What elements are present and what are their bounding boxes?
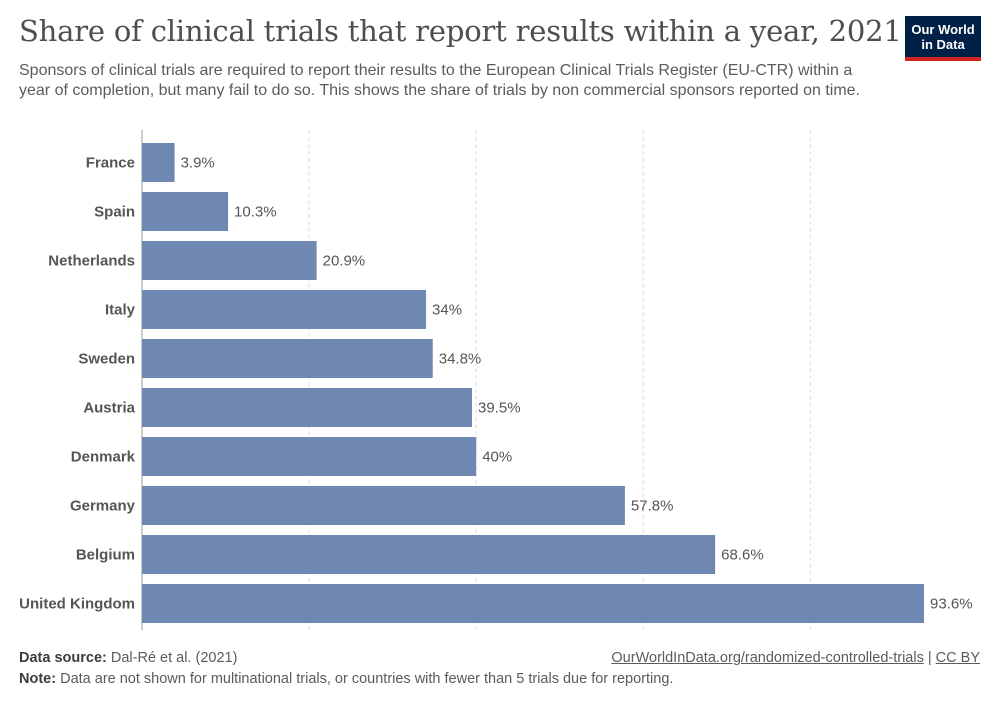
logo-line-1: Our World	[911, 22, 975, 37]
bars	[142, 143, 924, 623]
value-label: 34%	[432, 302, 462, 319]
source-link[interactable]: OurWorldInData.org/randomized-controlled…	[611, 650, 924, 666]
category-label: United Kingdom	[19, 596, 135, 613]
bar[interactable]	[142, 192, 229, 231]
value-label: 20.9%	[323, 253, 366, 270]
note-label: Note:	[19, 671, 57, 687]
bar[interactable]	[142, 388, 473, 427]
value-label: 68.6%	[721, 547, 764, 564]
category-label: Italy	[105, 302, 136, 319]
chart-note: Note: Data are not shown for multination…	[19, 671, 673, 687]
link-separator: |	[927, 650, 932, 666]
value-label: 57.8%	[631, 498, 674, 515]
chart-title: Share of clinical trials that report res…	[19, 14, 902, 48]
value-label: 93.6%	[930, 596, 973, 613]
value-label: 40%	[482, 449, 512, 466]
data-source: Data source: Dal-Ré et al. (2021)	[19, 650, 237, 666]
bar[interactable]	[142, 486, 625, 525]
bar[interactable]	[142, 437, 477, 476]
data-source-text: Dal-Ré et al. (2021)	[110, 650, 238, 666]
chart-subtitle: Sponsors of clinical trials are required…	[19, 62, 860, 99]
category-label: Spain	[94, 204, 135, 221]
bar[interactable]	[142, 143, 175, 182]
bar[interactable]	[142, 584, 924, 623]
bar[interactable]	[142, 241, 317, 280]
bar[interactable]	[142, 290, 427, 329]
category-label: Austria	[83, 400, 135, 417]
data-source-label: Data source:	[19, 650, 107, 666]
category-label: Germany	[70, 498, 136, 515]
value-label: 3.9%	[181, 155, 215, 172]
category-label: Sweden	[78, 351, 135, 368]
note-text: Data are not shown for multinational tri…	[60, 671, 674, 687]
bar[interactable]	[142, 339, 433, 378]
value-label: 39.5%	[478, 400, 521, 417]
footer-links: OurWorldInData.org/randomized-controlled…	[611, 650, 980, 666]
category-label: Denmark	[71, 449, 136, 466]
logo-line-2: in Data	[921, 37, 965, 52]
license-link[interactable]: CC BY	[935, 650, 980, 666]
owid-logo[interactable]: Our World in Data	[905, 16, 981, 61]
bar[interactable]	[142, 535, 716, 574]
category-label: Belgium	[76, 547, 135, 564]
value-label: 34.8%	[439, 351, 482, 368]
labels: France 3.9% Spain 10.3% Netherlands 20.9% Ital…	[19, 155, 972, 613]
category-label: France	[86, 155, 135, 172]
category-label: Netherlands	[48, 253, 135, 270]
bar-chart: France 3.9% Spain 10.3% Netherlands 20.9% Ital…	[19, 130, 973, 630]
value-label: 10.3%	[234, 204, 277, 221]
